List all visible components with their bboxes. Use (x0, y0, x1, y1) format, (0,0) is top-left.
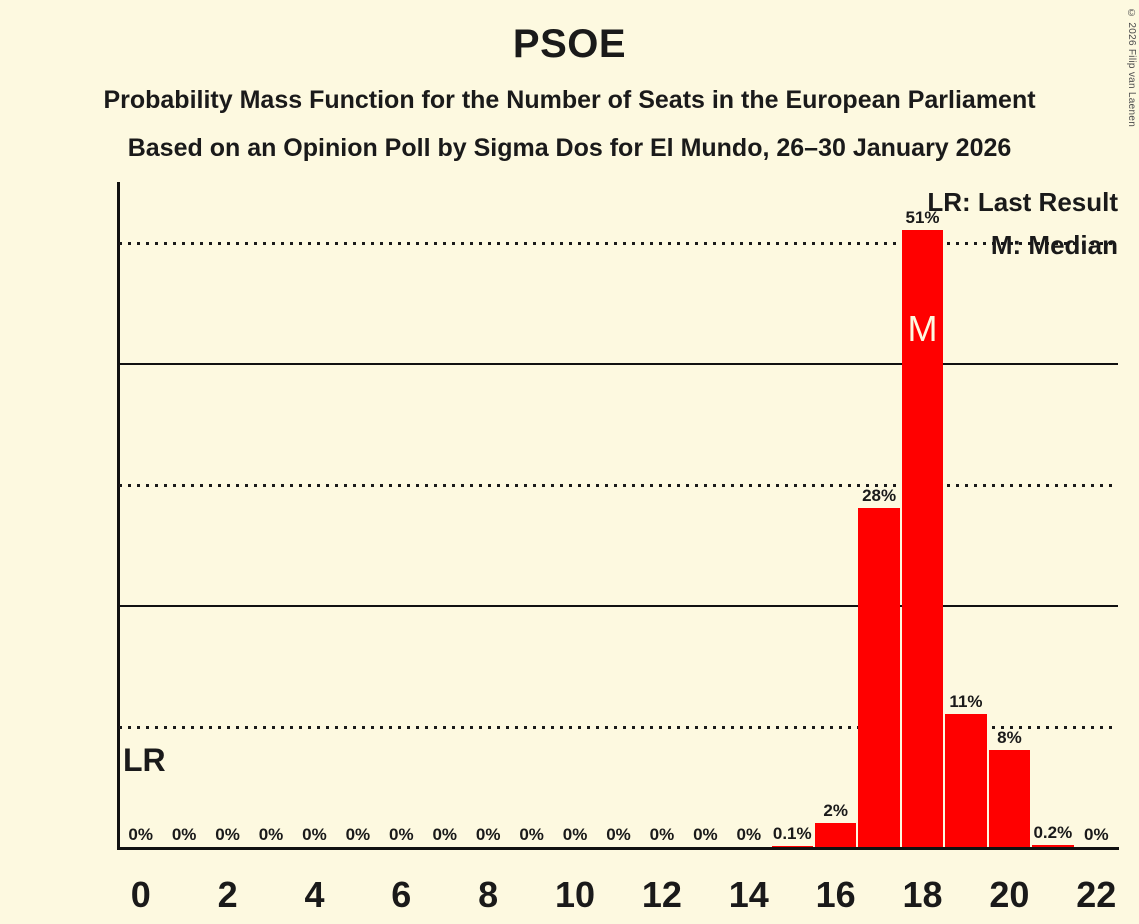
last-result-marker: LR (123, 742, 166, 778)
x-axis-tick-0: 0 (130, 874, 151, 915)
x-axis-tick-2: 2 (217, 874, 238, 915)
bar-value-label-seat-1: 0% (171, 825, 197, 844)
bar-value-label-seat-17: 28% (862, 486, 897, 506)
bar-value-label-seat-12: 0% (649, 825, 675, 844)
bar-value-label-seat-14: 0% (736, 825, 762, 844)
bar-value-label-seat-18: 51% (905, 208, 940, 228)
x-axis-line (117, 847, 1119, 850)
x-axis-tick-6: 6 (391, 874, 412, 915)
bar-seat-21 (1032, 844, 1074, 847)
bar-seat-15 (771, 845, 813, 847)
bar-value-label-seat-3: 0% (258, 825, 284, 844)
x-axis-tick-22: 22 (1076, 874, 1117, 915)
bar-value-label-seat-4: 0% (302, 825, 327, 844)
bar-value-label-seat-21: 0.2% (1033, 822, 1073, 842)
bar-value-label-seat-6: 0% (389, 825, 414, 844)
gridline-10 (119, 726, 1118, 730)
legend-last-result: LR: Last Result (927, 187, 1118, 217)
bar-value-label-seat-0: 0% (128, 825, 153, 844)
x-axis-tick-16: 16 (815, 874, 856, 915)
bar-value-label-seat-8: 0% (475, 825, 501, 844)
chart-subtitle-secondary: Based on an Opinion Poll by Sigma Dos fo… (127, 134, 1012, 162)
bar-seat-19 (945, 714, 987, 847)
bar-value-label-seat-22: 0% (1083, 825, 1109, 844)
bar-value-label-seat-10: 0% (562, 825, 588, 844)
x-axis-tick-20: 20 (989, 874, 1030, 915)
gridline-30 (119, 484, 1118, 488)
bar-value-label-seat-15: 0.1% (772, 823, 812, 843)
x-axis-tick-10: 10 (555, 874, 596, 915)
bar-value-label-seat-13: 0% (693, 825, 718, 844)
x-axis-tick-14: 14 (728, 874, 769, 915)
bar-seat-20 (988, 750, 1031, 847)
gridline-20 (119, 605, 1118, 608)
bar-seat-16 (814, 822, 857, 847)
bar-value-label-seat-20: 8% (997, 728, 1022, 748)
plot-area: 20%40% M 0%0%0%0%0%0%0%0%0%0%0%0%0%0%0%0… (117, 182, 1119, 915)
gridline-40 (119, 363, 1118, 366)
bar-value-label-seat-7: 0% (432, 825, 458, 844)
x-axis-tick-12: 12 (641, 874, 682, 915)
median-marker: M (907, 308, 938, 350)
x-axis-tick-8: 8 (478, 874, 499, 915)
chart-subtitle-primary: Probability Mass Function for the Number… (103, 86, 1036, 114)
page-title: PSOE (512, 22, 627, 66)
x-axis-tick-18: 18 (902, 874, 943, 915)
bar-value-label-seat-19: 11% (949, 692, 983, 711)
bar-value-label-seat-11: 0% (606, 825, 631, 844)
x-axis-tick-4: 4 (304, 874, 325, 915)
legend-median: M: Median (990, 230, 1118, 260)
bar-value-label-seat-5: 0% (345, 825, 371, 844)
bar-seat-18 (901, 230, 944, 847)
bar-value-label-seat-16: 2% (823, 800, 848, 820)
bar-value-label-seat-2: 0% (215, 825, 240, 844)
bar-value-label-seat-9: 0% (519, 825, 544, 844)
bar-seat-17 (858, 508, 900, 847)
gridline-50 (119, 242, 1118, 246)
y-axis-line (117, 182, 120, 849)
copyright-notice: © 2026 Filip van Laenen (1126, 8, 1137, 128)
